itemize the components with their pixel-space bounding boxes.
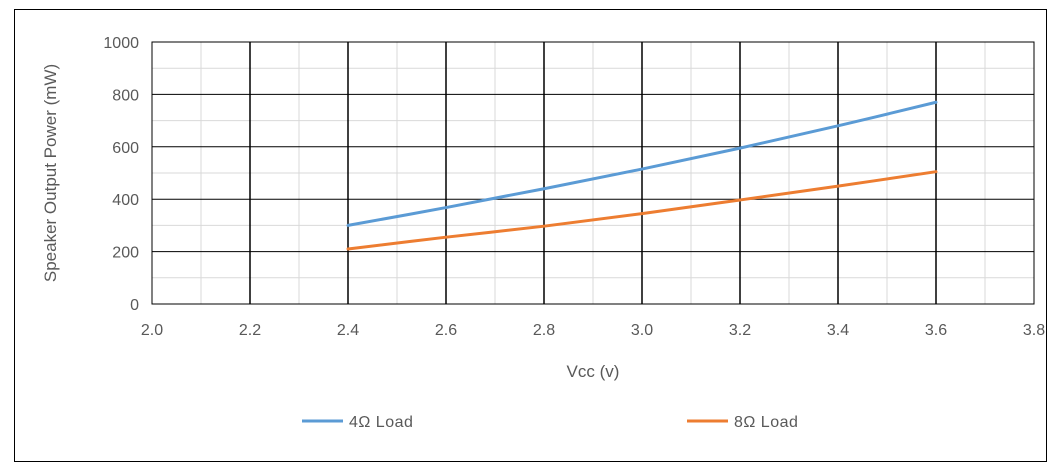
x-tick-label: 3.2 bbox=[729, 322, 751, 339]
x-tick-label: 2.0 bbox=[141, 322, 163, 339]
major-gridlines bbox=[152, 42, 1034, 304]
x-tick-label: 2.6 bbox=[435, 322, 457, 339]
legend-label-4ohm: 4Ω Load bbox=[349, 414, 413, 431]
y-tick-label: 400 bbox=[112, 192, 139, 209]
y-tick-label: 1000 bbox=[103, 35, 139, 52]
x-axis-tick-labels: 2.0 2.2 2.4 2.6 2.8 3.0 3.2 3.4 3.6 3.8 bbox=[141, 322, 1045, 339]
x-axis-title: Vcc (v) bbox=[567, 362, 620, 381]
x-tick-label: 3.4 bbox=[827, 322, 849, 339]
y-axis-tick-labels: 0 200 400 600 800 1000 bbox=[103, 35, 139, 314]
y-tick-label: 600 bbox=[112, 140, 139, 157]
plot-area-border bbox=[151, 41, 1035, 305]
y-tick-label: 800 bbox=[112, 87, 139, 104]
x-tick-label: 3.8 bbox=[1023, 322, 1045, 339]
series-line-0 bbox=[346, 100, 938, 227]
series-lines bbox=[346, 100, 938, 251]
y-axis-title: Speaker Output Power (mW) bbox=[41, 64, 60, 282]
legend: 4Ω Load 8Ω Load bbox=[302, 414, 798, 431]
x-tick-label: 2.8 bbox=[533, 322, 555, 339]
x-tick-label: 2.2 bbox=[239, 322, 261, 339]
y-tick-label: 200 bbox=[112, 245, 139, 262]
legend-label-8ohm: 8Ω Load bbox=[734, 414, 798, 431]
x-tick-label: 2.4 bbox=[337, 322, 359, 339]
line-chart: 0 200 400 600 800 1000 2.0 2.2 2.4 2.6 2.8 3.0 3.2 3… bbox=[41, 35, 1045, 431]
y-tick-label: 0 bbox=[130, 297, 139, 314]
series-line-1 bbox=[346, 170, 938, 251]
x-tick-label: 3.0 bbox=[631, 322, 653, 339]
minor-gridlines bbox=[152, 42, 1034, 304]
x-tick-label: 3.6 bbox=[925, 322, 947, 339]
chart-frame: 0 200 400 600 800 1000 2.0 2.2 2.4 2.6 2.8 3.0 3.2 3… bbox=[14, 9, 1047, 462]
